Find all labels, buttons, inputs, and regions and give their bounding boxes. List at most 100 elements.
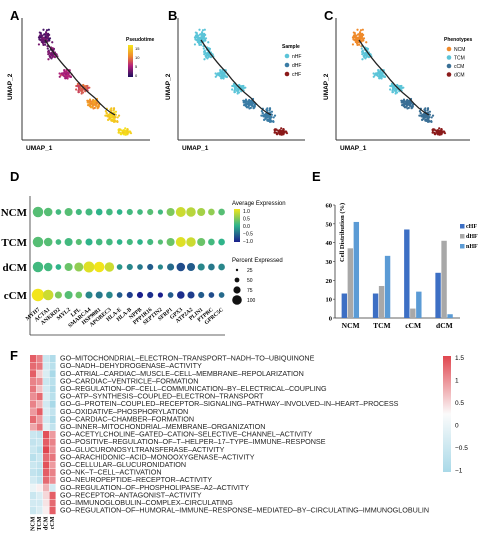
dotplot-dot (75, 238, 82, 246)
heatmap-colorbar (443, 356, 451, 472)
heatmap-term-label: GO–POSITIVE–REGULATION–OF–T–HELPER–17–TY… (60, 437, 326, 446)
heatmap-cell (30, 415, 37, 423)
umap-cell (265, 113, 268, 117)
umap-cell (107, 113, 110, 116)
percent-expressed-legend-title: Percent Expressed (232, 258, 283, 264)
dotplot-dot (175, 207, 186, 217)
dotplot-row-label: cCM (4, 290, 28, 302)
umap-cell (219, 75, 222, 78)
heatmap-cell (30, 377, 37, 385)
umap-cell (377, 75, 380, 78)
umap-cell (63, 75, 66, 78)
heatmap-term-labels: GO–MITOCHONDRIAL–ELECTRON–TRANSPORT–NADH… (60, 354, 429, 515)
heatmap-cell (49, 484, 56, 492)
umap-cell (372, 72, 375, 75)
umap-cell (379, 75, 382, 78)
umap-cell (81, 91, 85, 94)
size-legend-dot (234, 277, 240, 283)
dotplot-dot (208, 208, 215, 216)
dotplot-dot (197, 263, 205, 271)
dotplot-dot (75, 291, 83, 299)
umap-cell (203, 28, 206, 31)
panel-d: D NCM TCM dCM cCM MYH7ACTA1ANKRD2MYL2LPLSMA… (1, 169, 286, 336)
umap-cell (394, 89, 397, 92)
heatmap-term-label: GO–ATRIAL–CARDIAC–MUSCLE–CELL–MEMBRANE–R… (60, 369, 304, 378)
umap-cell (442, 130, 445, 133)
umap-cell (193, 43, 197, 46)
heatmap-cell (36, 385, 43, 393)
umap-cell (125, 130, 128, 133)
heatmap-cell (30, 491, 37, 499)
umap-cell (280, 133, 283, 136)
umap-cell (46, 35, 49, 38)
umap-cell (377, 68, 380, 72)
umap-cell (194, 38, 197, 41)
heatmap-term-label: GO–G–PROTEIN–COUPLED–RECEPTOR–SIGNALING–… (60, 399, 399, 408)
umap-cell (352, 31, 355, 34)
umap-cell (128, 130, 131, 133)
umap-cell (49, 56, 52, 59)
bar-y-tick-label: 20 (326, 278, 333, 285)
umap-cell (239, 85, 243, 88)
heatmap-cell (36, 461, 43, 469)
heatmap-cell (30, 431, 37, 439)
umap-cell (362, 52, 365, 55)
bar-y-tick-label: 0 (329, 316, 332, 323)
umap-cell (82, 83, 85, 87)
dotplot-dot (64, 290, 73, 300)
umap-cell (245, 99, 248, 103)
dotplot-dot (218, 292, 225, 298)
heatmap-cell (49, 415, 56, 423)
panel-d-letter: D (10, 169, 19, 184)
legend-swatch (446, 63, 452, 69)
dotplot-dot (106, 238, 113, 246)
panel-c-letter: C (324, 8, 334, 23)
heatmap-cell (49, 431, 56, 439)
umap-cell (195, 34, 198, 37)
heatmap-cell (49, 423, 56, 431)
umap-cell (261, 111, 264, 115)
size-legend-label: 100 (247, 298, 256, 304)
heatmap-cell (36, 491, 43, 499)
heatmap-cell (49, 438, 56, 446)
dotplot-dot (167, 263, 175, 271)
umap-cell (43, 33, 46, 36)
umap-cell (247, 105, 250, 108)
heatmap-cell (43, 377, 50, 385)
umap-cell (264, 117, 267, 120)
umap-cell (202, 35, 205, 38)
heatmap-cell (36, 499, 43, 507)
heatmap-cell (49, 491, 56, 499)
heatmap-legend-tick: 0 (455, 423, 459, 430)
umap-cell (116, 116, 119, 119)
heatmap-cell (49, 400, 56, 408)
umap-cell (200, 43, 203, 46)
dotplot-gene-label: LPL (70, 307, 82, 319)
heatmap-cell (43, 461, 50, 469)
heatmap-cell (30, 370, 37, 378)
umap-cell (272, 116, 275, 119)
umap-cell (86, 99, 89, 102)
umap-cell (281, 130, 284, 133)
umap-cell (378, 77, 381, 80)
umap-cell (129, 132, 133, 135)
bar-y-tick-label: 50 (326, 221, 333, 228)
dotplot-row-label: NCM (1, 207, 28, 219)
umap-cell (405, 105, 408, 108)
dotplot-dot (85, 291, 93, 299)
umap-cell (242, 86, 246, 90)
umap-cell (424, 107, 427, 110)
dotplot-dot (218, 263, 225, 271)
umap-cell (356, 40, 359, 43)
heatmap-term-label: GO–ACETYLCHOLINE–GATED–CATION–SELECTIVE–… (60, 430, 312, 439)
heatmap-cell (43, 385, 50, 393)
bar-cHF-dCM (435, 272, 441, 318)
dotplot-dot (85, 208, 93, 216)
umap-cell (203, 32, 206, 36)
umap-cell (282, 128, 285, 131)
heatmap-cell (36, 370, 43, 378)
umap-cell (359, 31, 362, 35)
umap-cell (244, 105, 248, 108)
umap-cell (80, 89, 83, 92)
size-legend-dot (235, 268, 239, 272)
